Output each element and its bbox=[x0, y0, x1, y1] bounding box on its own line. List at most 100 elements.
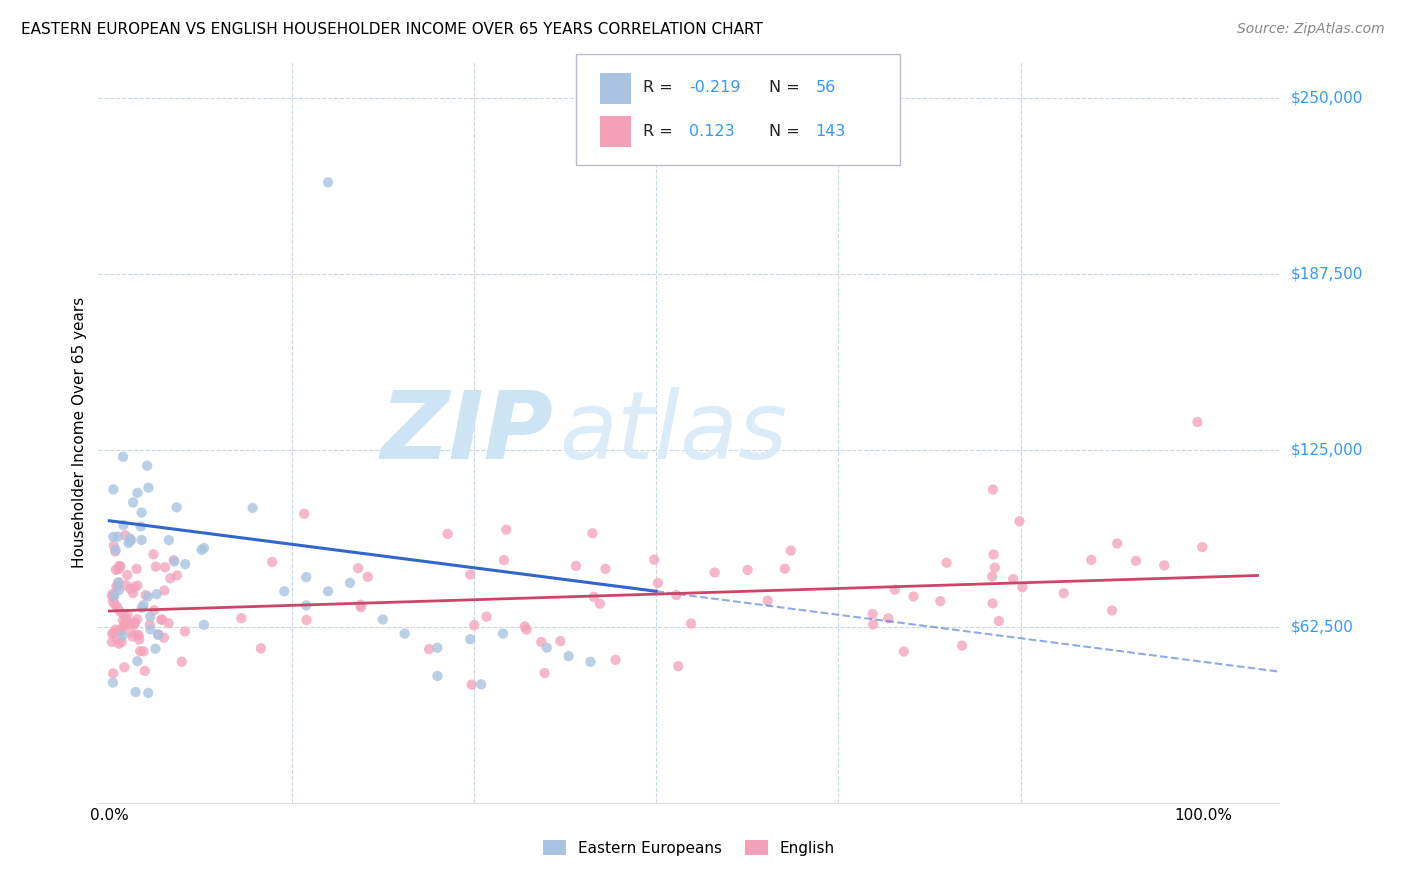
Point bbox=[105, 632, 128, 646]
Point bbox=[350, 600, 373, 615]
Point bbox=[101, 627, 124, 641]
Point bbox=[118, 532, 141, 546]
Point bbox=[681, 616, 703, 631]
Point bbox=[145, 587, 167, 601]
Point bbox=[174, 557, 197, 571]
Point bbox=[565, 558, 588, 573]
Point bbox=[987, 614, 1010, 628]
Point bbox=[112, 450, 135, 464]
Point bbox=[157, 616, 180, 631]
Point bbox=[122, 586, 145, 600]
Point bbox=[533, 665, 555, 680]
Legend: Eastern Europeans, English: Eastern Europeans, English bbox=[537, 834, 841, 862]
Point bbox=[862, 607, 884, 621]
Point bbox=[108, 637, 131, 651]
Point bbox=[170, 655, 193, 669]
Point bbox=[124, 580, 146, 594]
Point bbox=[357, 570, 380, 584]
Point bbox=[112, 518, 135, 533]
Point bbox=[983, 548, 1005, 562]
Text: 0.123: 0.123 bbox=[689, 124, 734, 138]
Point bbox=[703, 566, 725, 580]
Point bbox=[104, 542, 127, 557]
Point bbox=[108, 623, 131, 637]
Point bbox=[129, 519, 152, 533]
Point bbox=[127, 654, 149, 668]
Point bbox=[150, 613, 173, 627]
Point bbox=[513, 619, 536, 633]
Point bbox=[120, 533, 142, 548]
Point bbox=[112, 607, 135, 622]
Point bbox=[107, 579, 129, 593]
Point bbox=[426, 669, 449, 683]
Point bbox=[295, 570, 318, 584]
Point bbox=[120, 624, 142, 639]
Point bbox=[104, 623, 127, 637]
Point bbox=[492, 626, 515, 640]
Point bbox=[475, 609, 498, 624]
Point bbox=[157, 533, 180, 548]
Point bbox=[159, 571, 181, 585]
Point bbox=[111, 629, 134, 643]
Point bbox=[394, 626, 416, 640]
Point bbox=[117, 568, 139, 582]
Point bbox=[582, 590, 605, 604]
Point bbox=[163, 553, 186, 567]
Point bbox=[426, 640, 449, 655]
Point bbox=[117, 536, 139, 550]
Point bbox=[589, 597, 612, 611]
Point bbox=[153, 631, 176, 645]
Point bbox=[153, 583, 176, 598]
Point bbox=[127, 612, 149, 626]
Point bbox=[339, 575, 361, 590]
Point bbox=[114, 528, 136, 542]
Point bbox=[107, 575, 129, 590]
Point bbox=[112, 613, 135, 627]
Point bbox=[107, 562, 129, 576]
Point bbox=[950, 639, 973, 653]
Text: $62,500: $62,500 bbox=[1291, 619, 1354, 634]
Point bbox=[131, 533, 153, 547]
Text: ZIP: ZIP bbox=[380, 386, 553, 479]
Point bbox=[1187, 415, 1209, 429]
Point bbox=[145, 559, 167, 574]
Point bbox=[115, 612, 138, 626]
Point bbox=[150, 613, 173, 627]
Point bbox=[128, 629, 150, 643]
Point bbox=[104, 598, 127, 612]
Point bbox=[101, 675, 124, 690]
Point bbox=[1125, 554, 1147, 568]
Point bbox=[124, 615, 146, 630]
Point bbox=[142, 547, 165, 561]
Point bbox=[146, 628, 169, 642]
Point bbox=[166, 500, 188, 515]
Point bbox=[981, 483, 1004, 497]
Point bbox=[174, 624, 197, 639]
Point bbox=[536, 640, 558, 655]
Point bbox=[104, 544, 127, 558]
Text: N =: N = bbox=[769, 124, 800, 138]
Point bbox=[101, 666, 124, 681]
Point bbox=[103, 588, 125, 602]
Point bbox=[292, 507, 315, 521]
Point bbox=[138, 481, 160, 495]
Point bbox=[101, 595, 124, 609]
Point bbox=[132, 644, 155, 658]
Point bbox=[773, 562, 796, 576]
Point bbox=[877, 611, 900, 625]
Point bbox=[647, 576, 669, 591]
Point bbox=[581, 526, 603, 541]
Point bbox=[101, 635, 124, 649]
Point bbox=[981, 569, 1004, 583]
Point bbox=[193, 541, 215, 555]
Point bbox=[1101, 603, 1123, 617]
Point bbox=[242, 500, 264, 515]
Point bbox=[125, 562, 148, 576]
Point bbox=[515, 623, 537, 637]
Point bbox=[143, 603, 166, 617]
Point bbox=[105, 600, 128, 615]
Point bbox=[132, 598, 155, 612]
Point bbox=[134, 664, 156, 678]
Point bbox=[121, 630, 143, 644]
Point bbox=[665, 588, 688, 602]
